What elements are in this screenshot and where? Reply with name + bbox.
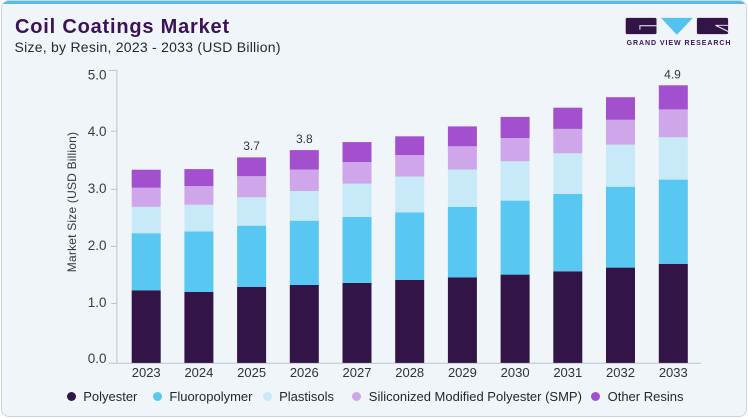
svg-text:4.0: 4.0 — [88, 124, 107, 139]
svg-text:2028: 2028 — [395, 365, 424, 380]
svg-text:2030: 2030 — [501, 365, 530, 380]
svg-text:1.0: 1.0 — [88, 295, 107, 310]
svg-text:5.0: 5.0 — [88, 67, 107, 82]
svg-text:2032: 2032 — [606, 365, 635, 380]
svg-text:4.9: 4.9 — [664, 68, 681, 82]
svg-text:2031: 2031 — [553, 365, 582, 380]
svg-text:3.7: 3.7 — [243, 139, 260, 153]
svg-text:2023: 2023 — [132, 365, 161, 380]
svg-text:2033: 2033 — [659, 365, 688, 380]
svg-text:2027: 2027 — [343, 365, 372, 380]
svg-text:2024: 2024 — [184, 365, 213, 380]
svg-text:2026: 2026 — [290, 365, 319, 380]
svg-text:3.0: 3.0 — [88, 181, 107, 196]
svg-text:Market Size (USD Billion): Market Size (USD Billion) — [65, 132, 79, 272]
svg-text:3.8: 3.8 — [296, 132, 313, 146]
svg-text:0.0: 0.0 — [88, 351, 107, 366]
svg-text:2029: 2029 — [448, 365, 477, 380]
svg-text:2025: 2025 — [237, 365, 266, 380]
svg-text:2.0: 2.0 — [88, 238, 107, 253]
